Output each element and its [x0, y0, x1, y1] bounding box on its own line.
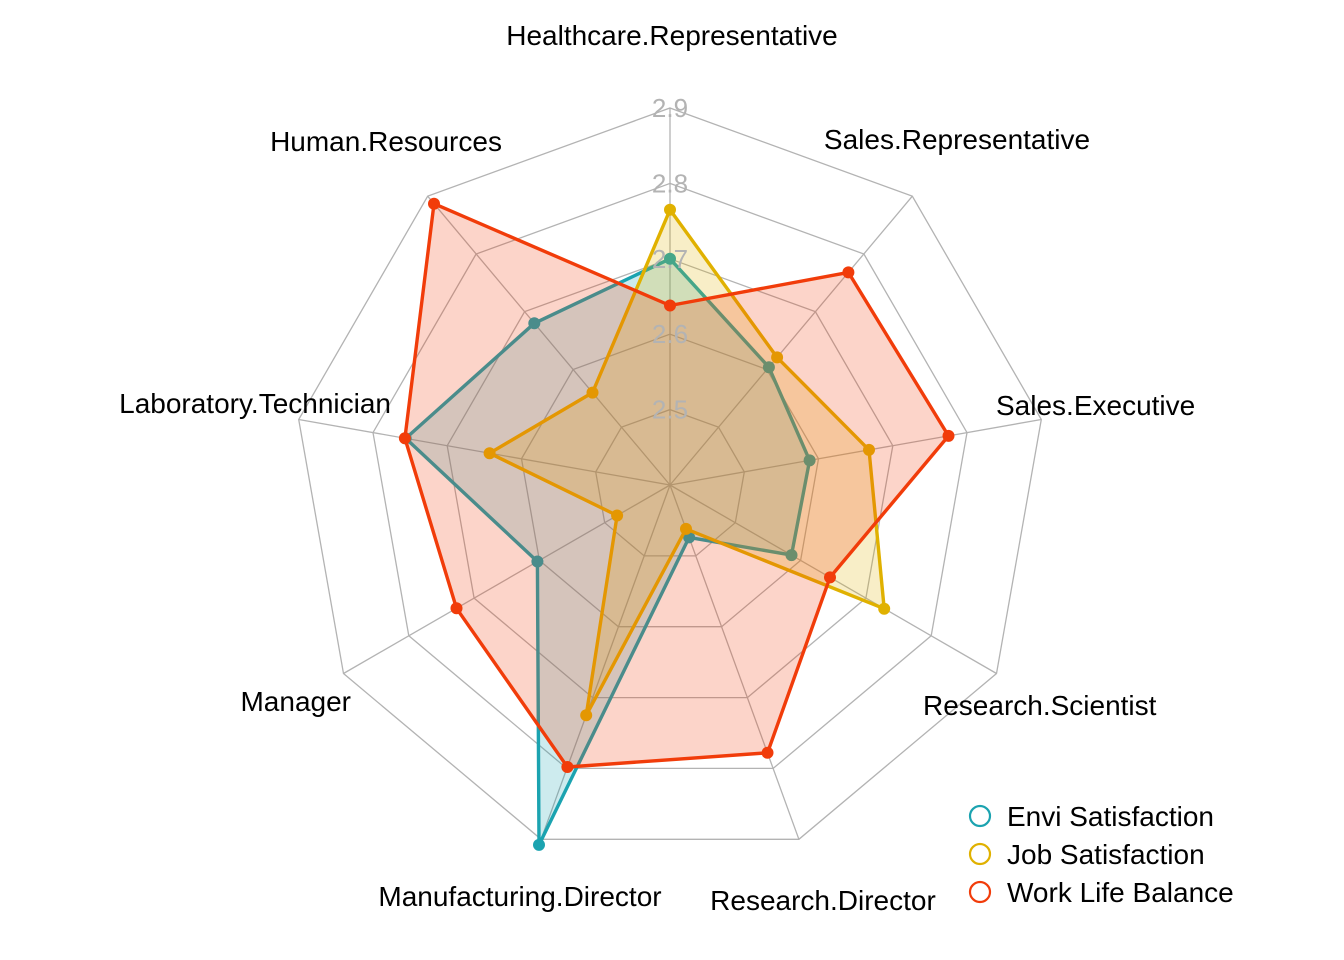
- grid-spoke: [669, 195, 913, 486]
- legend-label: Envi Satisfaction: [1007, 801, 1214, 832]
- series-group: [398, 197, 955, 773]
- radial-tick-label: 2.8: [652, 168, 688, 198]
- grid-ring: [520, 333, 820, 628]
- category-label: Healthcare.Representative: [506, 20, 838, 51]
- series-point: [785, 549, 798, 562]
- series-area: [489, 209, 885, 716]
- grid-spoke: [669, 418, 1042, 486]
- series-group: [399, 252, 816, 851]
- series-point: [528, 317, 541, 330]
- series-point: [942, 429, 955, 442]
- series-point: [428, 197, 440, 210]
- series-point: [664, 252, 676, 265]
- series-point: [842, 266, 855, 279]
- series-point: [803, 454, 816, 467]
- category-label: Research.Director: [710, 885, 936, 916]
- series-point: [450, 602, 463, 615]
- category-label: Sales.Executive: [996, 390, 1195, 421]
- series-point: [680, 522, 692, 535]
- series-point: [533, 838, 545, 851]
- category-labels: Healthcare.Representative Sales.Represent…: [119, 20, 1195, 916]
- category-label: Research.Scientist: [923, 690, 1157, 721]
- grid-ring: [446, 258, 894, 699]
- series-area: [405, 258, 810, 845]
- legend: Envi Satisfaction Job Satisfaction Work Li…: [968, 801, 1234, 908]
- radial-tick-label: 2.5: [652, 395, 688, 425]
- legend-label: Job Satisfaction: [1007, 839, 1205, 870]
- category-label: Human.Resources: [270, 126, 502, 157]
- grid-spoke: [427, 195, 671, 486]
- category-label: Manager: [240, 686, 351, 717]
- grid-ring: [298, 107, 1042, 840]
- legend-marker: [968, 842, 992, 866]
- radial-tick-label: 2.7: [652, 244, 688, 274]
- series-point: [824, 571, 836, 584]
- series-point: [580, 709, 593, 722]
- series-point: [561, 761, 574, 773]
- series-point: [878, 602, 891, 615]
- series-line: [487, 208, 886, 717]
- series-point: [586, 386, 599, 399]
- series-point: [664, 299, 676, 312]
- series-line: [404, 257, 812, 847]
- category-label: Manufacturing.Director: [378, 881, 661, 912]
- series-point: [611, 509, 624, 522]
- series-point: [398, 432, 411, 445]
- series-point: [761, 746, 774, 759]
- legend-marker: [968, 880, 992, 904]
- series-point: [531, 555, 544, 568]
- series-point: [483, 447, 496, 460]
- series-point: [762, 361, 775, 374]
- legend-marker: [968, 804, 992, 828]
- series-point: [771, 351, 784, 364]
- series-group: [483, 203, 891, 722]
- grid-ring: [372, 182, 968, 770]
- legend-label: Work Life Balance: [1007, 877, 1234, 908]
- category-label: Sales.Representative: [824, 124, 1090, 155]
- radial-tick-label: 2.6: [652, 319, 688, 349]
- grid-spoke: [540, 484, 671, 840]
- series-line: [403, 201, 951, 769]
- series-layer: [398, 197, 955, 851]
- series-point: [863, 443, 875, 456]
- grid-spoke: [669, 484, 800, 840]
- radial-tick-label: 2.9: [652, 93, 688, 123]
- radial-tick-labels: 2.5 2.6 2.7 2.8 2.9: [652, 93, 688, 425]
- series-point: [664, 203, 676, 216]
- category-label: Laboratory.Technician: [119, 388, 391, 419]
